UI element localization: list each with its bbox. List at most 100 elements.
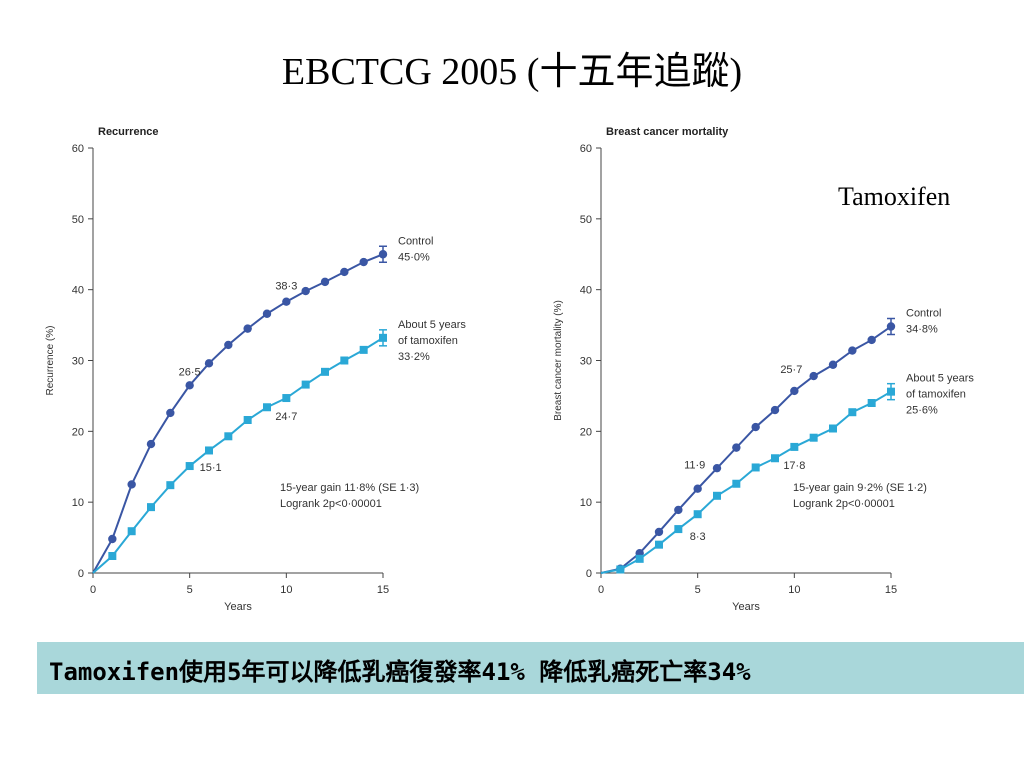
- data-point-control: [243, 324, 252, 333]
- data-point-tamoxifen: [108, 552, 117, 560]
- series-line-control: [92, 253, 384, 574]
- data-point-control: [770, 405, 780, 415]
- data-point-control: [712, 463, 722, 473]
- data-point-tamoxifen: [829, 424, 837, 433]
- x-tick-label: 0: [598, 584, 604, 596]
- stats-note: Logrank 2p<0·00001: [280, 498, 382, 510]
- x-tick-label: 15: [377, 584, 389, 596]
- series-label-tamoxifen: About 5 years: [398, 319, 466, 331]
- data-point-control: [751, 422, 760, 432]
- side-label: Tamoxifen: [838, 182, 951, 211]
- series-label-tamoxifen: of tamoxifen: [906, 389, 966, 401]
- series-label-tamoxifen: About 5 years: [906, 373, 974, 385]
- y-tick-label: 0: [586, 568, 592, 580]
- data-point-tamoxifen: [147, 503, 155, 512]
- data-point-control: [674, 505, 683, 515]
- series-label-control: 45·0%: [398, 251, 430, 263]
- data-point-control: [282, 297, 291, 306]
- data-point-control: [809, 371, 818, 381]
- series-label-tamoxifen: 33·2%: [398, 351, 430, 363]
- data-point-tamoxifen: [340, 356, 349, 365]
- series-label-control: Control: [398, 235, 433, 247]
- series-label-tamoxifen: of tamoxifen: [398, 335, 458, 347]
- data-point-control: [693, 484, 702, 493]
- data-point-tamoxifen: [732, 479, 741, 488]
- footer-band: Tamoxifen使用5年可以降低乳癌復發率41% 降低乳癌死亡率34%: [37, 642, 1024, 694]
- data-point-control: [204, 359, 214, 368]
- data-point-control: [654, 527, 664, 537]
- x-tick-label: 5: [187, 584, 193, 596]
- y-tick-label: 60: [72, 143, 84, 155]
- data-point-control: [108, 534, 117, 544]
- data-point-control: [340, 267, 349, 277]
- data-point-tamoxifen: [655, 540, 663, 549]
- y-axis-label: Recurrence (%): [45, 325, 56, 395]
- data-point-control: [301, 286, 310, 296]
- chart-title: Breast cancer mortality: [606, 126, 729, 138]
- data-point-tamoxifen: [185, 462, 194, 471]
- data-point-tamoxifen: [263, 403, 271, 412]
- y-tick-label: 30: [72, 356, 84, 368]
- y-tick-label: 20: [580, 426, 592, 438]
- data-point-tamoxifen: [809, 433, 818, 442]
- data-point-tamoxifen: [616, 565, 625, 574]
- point-label: 25·7: [780, 364, 802, 376]
- point-label: 11·9: [684, 460, 705, 472]
- data-point-control: [867, 335, 876, 345]
- data-point-control: [166, 408, 175, 418]
- data-point-tamoxifen: [321, 367, 329, 376]
- slide-title: EBCTCG 2005 (十五年追蹤): [281, 51, 743, 93]
- y-tick-label: 50: [580, 214, 592, 226]
- data-point-control: [828, 360, 838, 369]
- data-point-tamoxifen: [282, 394, 291, 403]
- stats-note: 15-year gain 11·8% (SE 1·3): [280, 482, 419, 494]
- data-point-control: [146, 439, 156, 449]
- data-point-tamoxifen: [166, 481, 175, 490]
- stats-note: Logrank 2p<0·00001: [793, 498, 895, 510]
- x-tick-label: 10: [788, 584, 800, 596]
- data-point-control: [224, 340, 233, 350]
- point-label: 17·8: [783, 460, 805, 472]
- x-tick-label: 15: [885, 584, 897, 596]
- data-point-control: [359, 257, 368, 267]
- data-point-tamoxifen: [301, 380, 310, 389]
- data-point-control: [262, 309, 272, 318]
- data-point-tamoxifen: [751, 463, 760, 472]
- series-label-control: Control: [906, 308, 941, 320]
- y-tick-label: 40: [72, 285, 84, 297]
- data-point-tamoxifen: [243, 416, 252, 424]
- y-tick-label: 30: [580, 356, 592, 368]
- data-point-control: [732, 443, 741, 452]
- y-tick-label: 40: [580, 285, 592, 297]
- mortality-chart: Breast cancer mortality 0 10 20 30 40 50 60 0 5 10…: [553, 126, 974, 613]
- x-tick-label: 0: [90, 584, 96, 596]
- data-point-tamoxifen: [635, 554, 644, 563]
- data-point-tamoxifen: [867, 399, 876, 407]
- data-point-tamoxifen: [848, 408, 857, 417]
- data-point-control: [790, 386, 799, 396]
- y-tick-label: 10: [580, 497, 592, 509]
- y-tick-label: 0: [78, 568, 84, 580]
- data-point-tamoxifen: [790, 442, 799, 451]
- data-point-tamoxifen: [693, 510, 702, 519]
- series-label-tamoxifen: 25·6%: [906, 405, 938, 417]
- data-point-tamoxifen: [205, 446, 213, 455]
- point-label: 8·3: [690, 531, 706, 543]
- data-point-tamoxifen: [127, 527, 136, 536]
- y-tick-label: 10: [72, 497, 84, 509]
- data-point-control: [848, 346, 857, 355]
- data-point-control: [127, 480, 136, 489]
- recurrence-chart: Recurrence 0 10 20 30 40 50 60 0 5 10 15 Years Recurr…: [45, 126, 466, 613]
- y-axis-label: Breast cancer mortality (%): [553, 300, 564, 421]
- x-tick-label: 10: [280, 584, 292, 596]
- y-tick-label: 60: [580, 143, 592, 155]
- footer-text: Tamoxifen使用5年可以降低乳癌復發率41% 降低乳癌死亡率34%: [49, 658, 751, 686]
- chart-title: Recurrence: [98, 126, 159, 138]
- data-point-tamoxifen: [713, 491, 721, 500]
- x-tick-label: 5: [695, 584, 701, 596]
- data-point-tamoxifen: [674, 525, 683, 534]
- data-point-control: [320, 277, 330, 287]
- x-axis-label: Years: [224, 601, 252, 613]
- point-label: 26·5: [179, 366, 201, 378]
- point-label: 38·3: [275, 281, 297, 293]
